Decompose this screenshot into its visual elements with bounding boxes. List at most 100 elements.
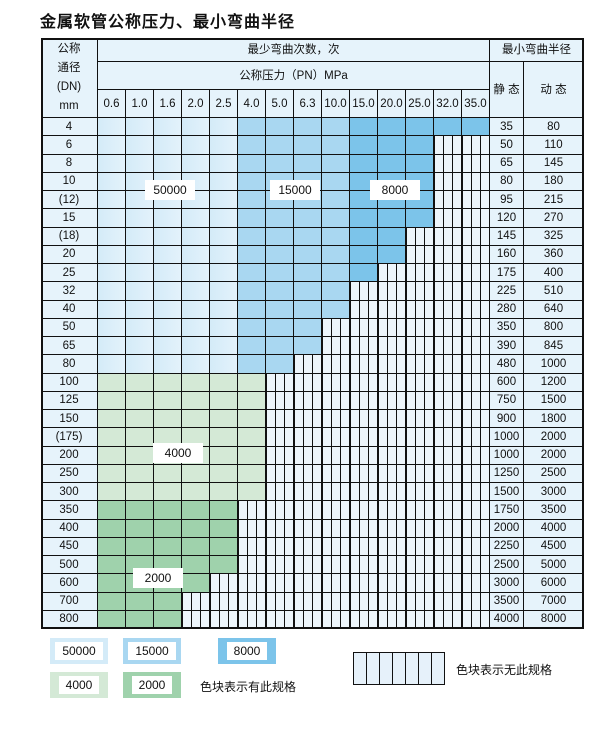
pressure-cell-4000 bbox=[126, 464, 154, 483]
pressure-cell-无此规格 bbox=[238, 610, 266, 629]
dn-cell: 200 bbox=[41, 446, 98, 465]
dynamic-radius-cell: 8000 bbox=[524, 610, 584, 629]
pressure-cell-15000 bbox=[238, 191, 266, 210]
pressure-cell-50000 bbox=[210, 264, 238, 283]
pressure-cell-无此规格 bbox=[378, 391, 406, 410]
pressure-cell-4000 bbox=[210, 483, 238, 502]
pressure-cell-50000 bbox=[154, 209, 182, 228]
pressure-cell-50000 bbox=[154, 264, 182, 283]
pressure-cell-50000 bbox=[210, 282, 238, 301]
pressure-column-header: 15.0 bbox=[350, 90, 378, 118]
dynamic-radius-cell: 800 bbox=[524, 318, 584, 337]
legend-label: 2000 bbox=[131, 676, 173, 694]
static-radius-cell: 145 bbox=[490, 227, 524, 246]
pressure-cell-无此规格 bbox=[350, 501, 378, 520]
pressure-cell-2000 bbox=[210, 556, 238, 575]
static-radius-cell: 175 bbox=[490, 264, 524, 283]
pressure-cell-无此规格 bbox=[294, 592, 322, 611]
pressure-cell-无此规格 bbox=[406, 410, 434, 429]
pressure-cell-无此规格 bbox=[378, 592, 406, 611]
static-radius-cell: 3000 bbox=[490, 574, 524, 593]
pressure-cell-50000 bbox=[154, 154, 182, 173]
dn-header: 公称 通径 (DN) mm bbox=[41, 38, 98, 118]
static-header: 静 态 bbox=[490, 62, 524, 118]
pressure-cell-50000 bbox=[154, 245, 182, 264]
legend-label: 4000 bbox=[58, 676, 100, 694]
legend-2000: 2000 bbox=[123, 672, 181, 698]
pressure-cell-4000 bbox=[126, 373, 154, 392]
pressure-cell-50000 bbox=[182, 282, 210, 301]
static-radius-cell: 1250 bbox=[490, 464, 524, 483]
pressure-cell-15000 bbox=[266, 136, 294, 155]
pressure-cell-无此规格 bbox=[434, 464, 462, 483]
dn-cell: 32 bbox=[41, 282, 98, 301]
pressure-cell-2000 bbox=[98, 592, 126, 611]
pressure-cell-50000 bbox=[210, 118, 238, 137]
pressure-cell-50000 bbox=[182, 118, 210, 137]
pressure-cell-50000 bbox=[182, 245, 210, 264]
pressure-cell-无此规格 bbox=[210, 574, 238, 593]
pressure-cell-无此规格 bbox=[462, 227, 490, 246]
pressure-cell-无此规格 bbox=[406, 501, 434, 520]
pressure-cell-2000 bbox=[98, 537, 126, 556]
pressure-cell-15000 bbox=[238, 209, 266, 228]
pressure-cell-15000 bbox=[238, 318, 266, 337]
static-radius-cell: 600 bbox=[490, 373, 524, 392]
pressure-cell-无此规格 bbox=[294, 556, 322, 575]
legend-label: 8000 bbox=[226, 642, 268, 660]
pressure-cell-无此规格 bbox=[434, 191, 462, 210]
pressure-cell-无此规格 bbox=[462, 264, 490, 283]
pressure-cell-无此规格 bbox=[350, 483, 378, 502]
pressure-cell-50000 bbox=[98, 191, 126, 210]
dn-cell: 100 bbox=[41, 373, 98, 392]
dn-cell: 25 bbox=[41, 264, 98, 283]
pressure-cell-8000 bbox=[378, 245, 406, 264]
pressure-cell-无此规格 bbox=[434, 592, 462, 611]
pressure-cell-无此规格 bbox=[350, 592, 378, 611]
pressure-cell-无此规格 bbox=[322, 410, 350, 429]
dn-cell: 300 bbox=[41, 483, 98, 502]
pressure-cell-无此规格 bbox=[294, 464, 322, 483]
pressure-cell-无此规格 bbox=[462, 337, 490, 356]
radius-header: 最小弯曲半径 bbox=[490, 38, 584, 62]
pressure-column-header: 25.0 bbox=[406, 90, 434, 118]
pressure-cell-无此规格 bbox=[434, 483, 462, 502]
pressure-cell-50000 bbox=[98, 172, 126, 191]
pressure-cell-50000 bbox=[154, 337, 182, 356]
pressure-cell-8000 bbox=[350, 209, 378, 228]
pressure-cell-无此规格 bbox=[406, 355, 434, 374]
pressure-cell-50000 bbox=[98, 245, 126, 264]
pressure-cell-4000 bbox=[238, 410, 266, 429]
pressure-cell-无此规格 bbox=[378, 300, 406, 319]
pressure-cell-无此规格 bbox=[350, 282, 378, 301]
pressure-cell-50000 bbox=[210, 154, 238, 173]
static-radius-cell: 80 bbox=[490, 172, 524, 191]
pressure-cell-无此规格 bbox=[294, 501, 322, 520]
pressure-cell-2000 bbox=[210, 537, 238, 556]
pressure-cell-50000 bbox=[154, 355, 182, 374]
pressure-cell-无此规格 bbox=[182, 610, 210, 629]
pressure-cell-15000 bbox=[266, 118, 294, 137]
pressure-cell-50000 bbox=[154, 136, 182, 155]
pressure-cell-无此规格 bbox=[462, 483, 490, 502]
pressure-cell-无此规格 bbox=[378, 337, 406, 356]
dynamic-radius-cell: 3500 bbox=[524, 501, 584, 520]
pressure-cell-15000 bbox=[294, 282, 322, 301]
pressure-cell-无此规格 bbox=[434, 154, 462, 173]
static-radius-cell: 2250 bbox=[490, 537, 524, 556]
pressure-cell-无此规格 bbox=[462, 154, 490, 173]
static-radius-cell: 95 bbox=[490, 191, 524, 210]
pressure-cell-4000 bbox=[154, 410, 182, 429]
region-label-2000: 2000 bbox=[133, 568, 183, 588]
pressure-cell-50000 bbox=[126, 300, 154, 319]
pressure-cell-2000 bbox=[126, 519, 154, 538]
dn-cell: 4 bbox=[41, 118, 98, 137]
pressure-cell-无此规格 bbox=[322, 391, 350, 410]
pressure-cell-15000 bbox=[322, 209, 350, 228]
pressure-cell-2000 bbox=[182, 556, 210, 575]
pressure-cell-15000 bbox=[238, 118, 266, 137]
pressure-cell-15000 bbox=[322, 136, 350, 155]
static-radius-cell: 2000 bbox=[490, 519, 524, 538]
static-radius-cell: 160 bbox=[490, 245, 524, 264]
pressure-cell-2000 bbox=[210, 501, 238, 520]
